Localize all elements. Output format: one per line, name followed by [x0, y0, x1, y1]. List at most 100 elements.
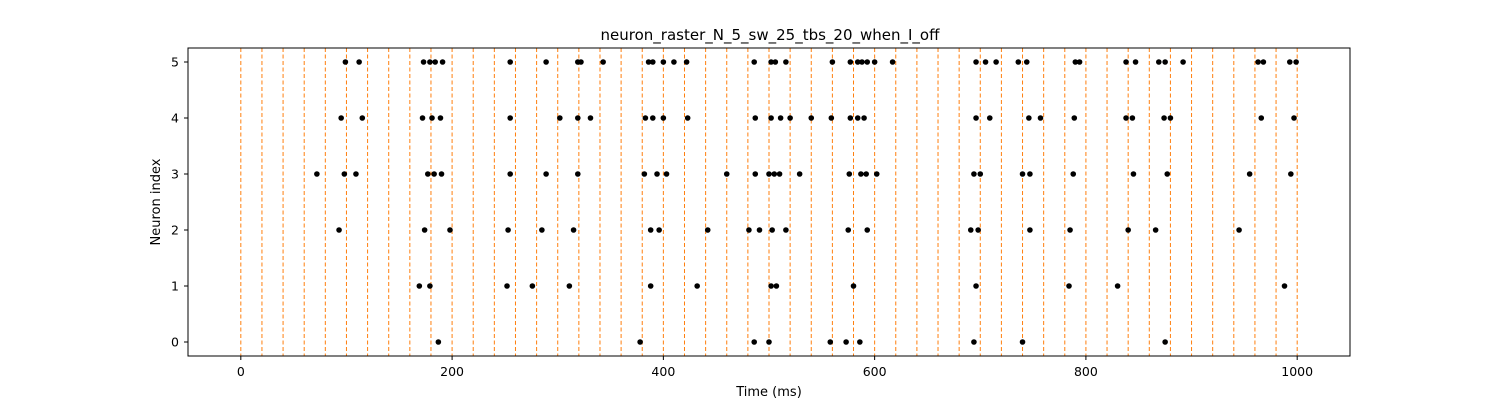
spike-point: [986, 115, 993, 121]
spike-point: [557, 115, 563, 121]
spike-point: [752, 171, 759, 177]
spike-point: [647, 283, 654, 289]
spike-point: [684, 115, 691, 121]
spike-point: [783, 227, 789, 233]
spike-point: [973, 59, 979, 65]
spike-point: [694, 283, 700, 289]
spike-point: [1132, 59, 1139, 65]
spike-point: [845, 227, 852, 233]
spike-point: [772, 59, 779, 65]
spike-point: [1291, 115, 1297, 121]
spike-point: [529, 283, 536, 289]
y-axis-ticks: 0 1 2 3 4 5: [171, 55, 188, 350]
spike-point: [570, 227, 577, 233]
spike-point: [1255, 59, 1261, 65]
spike-point: [543, 59, 549, 65]
spike-point: [982, 59, 989, 65]
spike-point: [421, 227, 428, 233]
spike-point: [1260, 59, 1267, 65]
spike-point: [341, 171, 348, 177]
spike-point: [507, 171, 513, 177]
spike-point: [1123, 59, 1129, 65]
spike-point: [1066, 283, 1072, 289]
spike-point: [645, 59, 652, 65]
spike-point: [808, 115, 815, 121]
x-axis-ticks: 0 200 400 600 800 1000: [237, 356, 1313, 379]
spike-point: [587, 115, 594, 121]
spike-point: [768, 115, 774, 121]
y-tick-label: 0: [171, 335, 179, 350]
spike-point: [647, 227, 654, 233]
spike-point: [1015, 59, 1022, 65]
spike-point: [1019, 171, 1026, 177]
spike-points: [314, 59, 1299, 345]
spike-point: [642, 115, 649, 121]
spike-point: [663, 171, 670, 177]
spike-point: [973, 115, 979, 121]
spike-point: [1027, 227, 1033, 233]
spike-point: [505, 227, 511, 233]
spike-point: [1076, 59, 1083, 65]
spike-point: [427, 283, 433, 289]
spike-point: [356, 59, 362, 65]
spike-point: [420, 59, 427, 65]
x-tick-label: 400: [651, 364, 675, 379]
spike-point: [771, 171, 778, 177]
spike-point: [1281, 283, 1288, 289]
spike-point: [507, 115, 513, 121]
spike-point: [766, 339, 772, 345]
spike-point: [977, 171, 984, 177]
spike-point: [578, 59, 584, 65]
spike-point: [637, 339, 643, 345]
spike-point: [574, 115, 581, 121]
spike-point: [431, 171, 437, 177]
spike-point: [507, 59, 513, 65]
spike-point: [861, 115, 867, 121]
spike-point: [1162, 59, 1168, 65]
spike-point: [843, 339, 849, 345]
spike-point: [773, 283, 780, 289]
spike-point: [1023, 59, 1030, 65]
spike-point: [975, 227, 981, 233]
spike-point: [641, 171, 648, 177]
spike-point: [1070, 171, 1077, 177]
spike-point: [871, 59, 878, 65]
spike-point: [746, 227, 752, 233]
spike-point: [756, 227, 763, 233]
spike-point: [566, 283, 573, 289]
spike-point: [683, 59, 690, 65]
spike-point: [973, 283, 979, 289]
spike-point: [850, 283, 857, 289]
spike-point: [847, 115, 854, 121]
spike-point: [768, 283, 774, 289]
spike-point: [314, 171, 320, 177]
spike-point: [967, 227, 974, 233]
spike-point: [704, 227, 711, 233]
x-tick-label: 1000: [1281, 364, 1313, 379]
spike-point: [796, 171, 803, 177]
spike-point: [1236, 227, 1242, 233]
spike-point: [1286, 59, 1293, 65]
plot-frame: [187, 47, 1351, 357]
spike-point: [1246, 171, 1253, 177]
spike-point: [864, 59, 871, 65]
x-axis-label: Time (ms): [735, 385, 802, 400]
x-tick-label: 800: [1074, 364, 1098, 379]
spike-point: [993, 59, 999, 65]
spike-point: [1130, 171, 1137, 177]
spike-point: [1167, 115, 1174, 121]
spike-point: [1161, 115, 1167, 121]
spike-point: [783, 59, 789, 65]
spike-point: [1026, 115, 1032, 121]
spike-point: [1072, 59, 1079, 65]
spike-point: [656, 227, 662, 233]
y-tick-label: 3: [171, 167, 179, 182]
spike-point: [777, 115, 784, 121]
spike-point: [847, 59, 854, 65]
spike-point: [859, 59, 865, 65]
spike-point: [1067, 227, 1073, 233]
spike-point: [419, 115, 426, 121]
x-tick-label: 200: [440, 364, 464, 379]
spike-point: [600, 59, 606, 65]
